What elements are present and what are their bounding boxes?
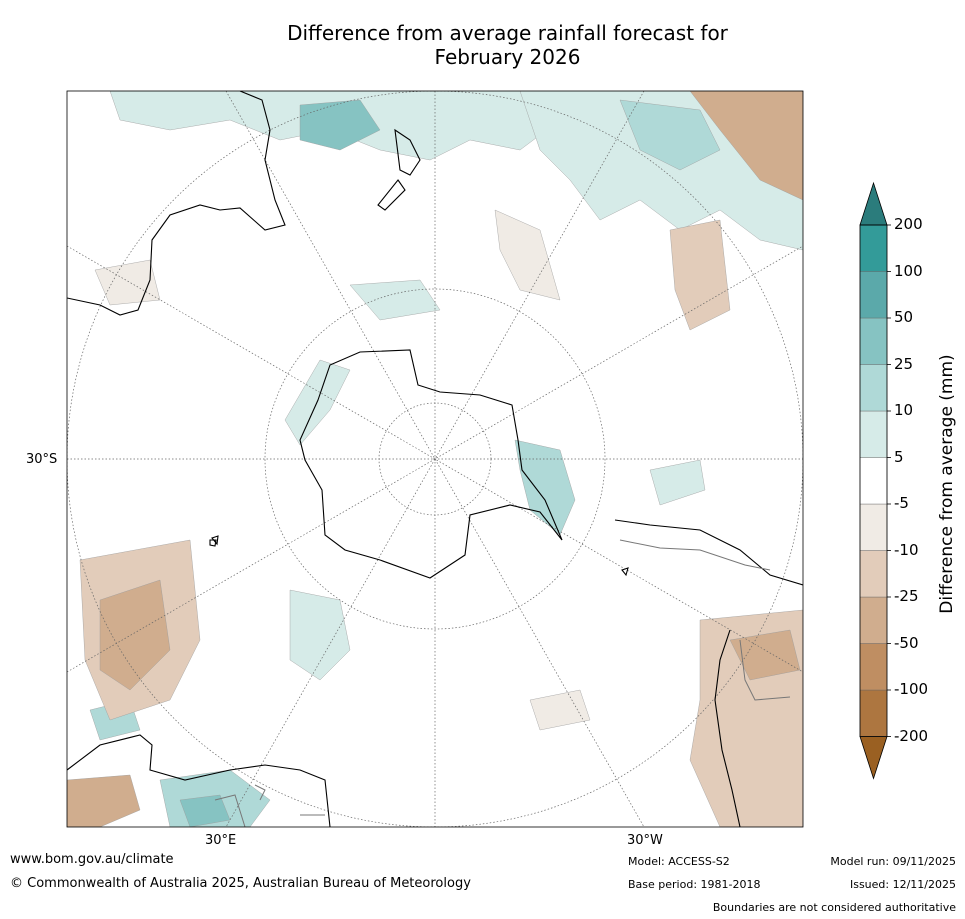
issued-date: Issued: 12/11/2025 (849, 878, 956, 891)
new-zealand-coast (377, 128, 421, 211)
wet-anomaly-antarctic-coast (284, 359, 351, 446)
wet-anomaly-indian-ocean (289, 589, 351, 681)
colorbar-outline (859, 224, 888, 737)
colorbar-tick-label: 50 (894, 308, 914, 326)
graticule-ring-middle (264, 288, 606, 630)
meridian-diagonal-1 (225, 91, 645, 827)
colorbar-tick-label: -100 (894, 680, 929, 698)
island-south-georgia (621, 567, 629, 577)
colorbar-segment (859, 410, 888, 458)
colorbar-segment (859, 503, 888, 551)
title-line-2: February 2026 (434, 45, 581, 69)
model-name: Model: ACCESS-S2 (628, 855, 730, 868)
wet-anomaly-mid-ocean (349, 279, 441, 321)
dry-anomaly-southwest-africa (67, 774, 141, 827)
boundaries-disclaimer: Boundaries are not considered authoritat… (712, 901, 956, 914)
colorbar-tick-label: -5 (894, 494, 909, 512)
colorbar-segment (859, 457, 888, 505)
colorbar-segment (859, 550, 888, 598)
title-line-1: Difference from average rainfall forecas… (287, 21, 728, 45)
africa-coast (67, 734, 331, 827)
dry-anomaly-central (494, 209, 561, 301)
colorbar-segment (859, 643, 888, 691)
colorbar-tick-label: 25 (894, 354, 914, 373)
colorbar-tick-label: -25 (894, 587, 919, 605)
coastlines (67, 91, 803, 827)
colorbar-tick-label: 10 (894, 401, 914, 419)
island-kerguelen (211, 535, 219, 546)
wet-anomaly-east-atlantic (649, 459, 706, 506)
africa-boundaries (214, 784, 325, 827)
wet-anomaly-south-atlantic-core (619, 99, 721, 171)
colorbar-segment (859, 364, 888, 412)
colorbar-tick-label: -50 (894, 633, 919, 652)
country-boundaries (214, 539, 791, 827)
graticule (67, 91, 803, 827)
wet-anomaly-pacific-core (299, 99, 381, 151)
website-link[interactable]: www.bom.gov.au/climate (10, 852, 174, 867)
south-america-coast (614, 519, 803, 827)
antarctica-coast (299, 349, 563, 579)
colorbar-segment (859, 689, 888, 737)
australia-coast (67, 91, 286, 316)
lon-label-30w: 30°W (627, 833, 663, 848)
colorbar-extend-low (859, 736, 888, 780)
colorbar-segment (859, 317, 888, 365)
dry-anomaly-east (669, 219, 731, 331)
model-run-date: Model run: 09/11/2025 (830, 855, 956, 868)
lat-label-30s: 30°S (26, 452, 58, 467)
base-period: Base period: 1981-2018 (628, 878, 761, 891)
colorbar-tick-label: 5 (894, 447, 904, 466)
dry-anomaly-northeast (689, 91, 803, 201)
colorbar-tick-label: 200 (894, 215, 923, 233)
dry-anomaly-south (529, 689, 591, 731)
colorbar-tick-label: -200 (894, 726, 929, 745)
colorbar-tick-label: -10 (894, 540, 919, 559)
lon-label-30e: 30°E (205, 833, 237, 848)
colorbar-segment (859, 596, 888, 644)
south-america-boundaries (619, 539, 791, 701)
colorbar-title: Difference from average (mm) (937, 354, 957, 614)
dry-anomaly-west (94, 259, 161, 306)
colorbar-segment (859, 271, 888, 319)
meridian-diagonal-2 (225, 91, 645, 827)
map-title: Difference from average rainfall forecas… (150, 21, 865, 69)
map-frame (66, 90, 804, 828)
colorbar-tick-label: 100 (894, 261, 923, 280)
colorbar-segment (859, 224, 888, 272)
colorbar-extend-high (859, 181, 888, 226)
map-panel (67, 91, 803, 827)
wet-anomaly-south-africa-core (179, 794, 231, 827)
copyright-text: © Commonwealth of Australia 2025, Austra… (10, 876, 471, 891)
colorbar (859, 181, 891, 780)
dry-anomaly-west-indian-core (99, 579, 171, 691)
